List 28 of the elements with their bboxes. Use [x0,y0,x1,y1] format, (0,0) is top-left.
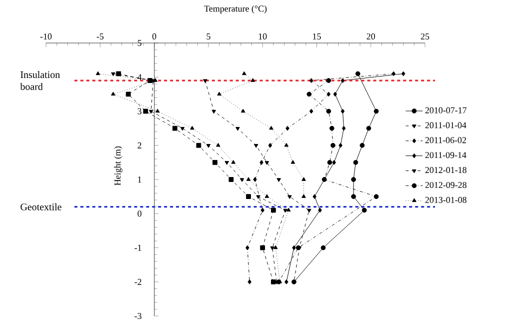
legend-label: 2013-01-08 [425,196,466,203]
y-tick-label: 2 [138,142,142,148]
y-axis-title: Height (m) [114,146,122,186]
x-tick-label: 15 [313,33,321,40]
legend-label: 2011-09-14 [425,152,466,158]
legend-label: 2011-06-02 [425,137,466,144]
y-tick-label: 1 [138,176,142,182]
y-tick-label: 5 [138,40,142,46]
legend-label: 2012-01-18 [425,167,466,174]
x-tick-label: 10 [258,33,267,40]
x-tick-label: -5 [96,34,104,40]
y-tick-label: 3 [138,108,142,114]
ref-line-label: Insulation board [20,71,60,90]
x-tick-label: -10 [40,33,52,40]
ref-line-label: Geotextile [20,203,62,210]
x-tick-label: 25 [420,33,430,40]
x-axis-title: Temperature (°C) [204,5,267,14]
y-tick-label: 0 [138,210,142,217]
y-tick-label: -1 [134,244,142,251]
x-tick-label: 20 [366,33,375,40]
legend-label: 2012-09-28 [425,182,466,188]
x-tick-label: 0 [152,33,156,40]
y-tick-label: -2 [134,278,142,285]
legend-label: 2010-07-17 [425,107,467,114]
x-tick-label: 5 [206,34,210,40]
y-tick-label: 4 [137,74,142,80]
y-tick-label: -3 [134,312,142,320]
legend-label: 2011-01-04 [425,122,466,128]
